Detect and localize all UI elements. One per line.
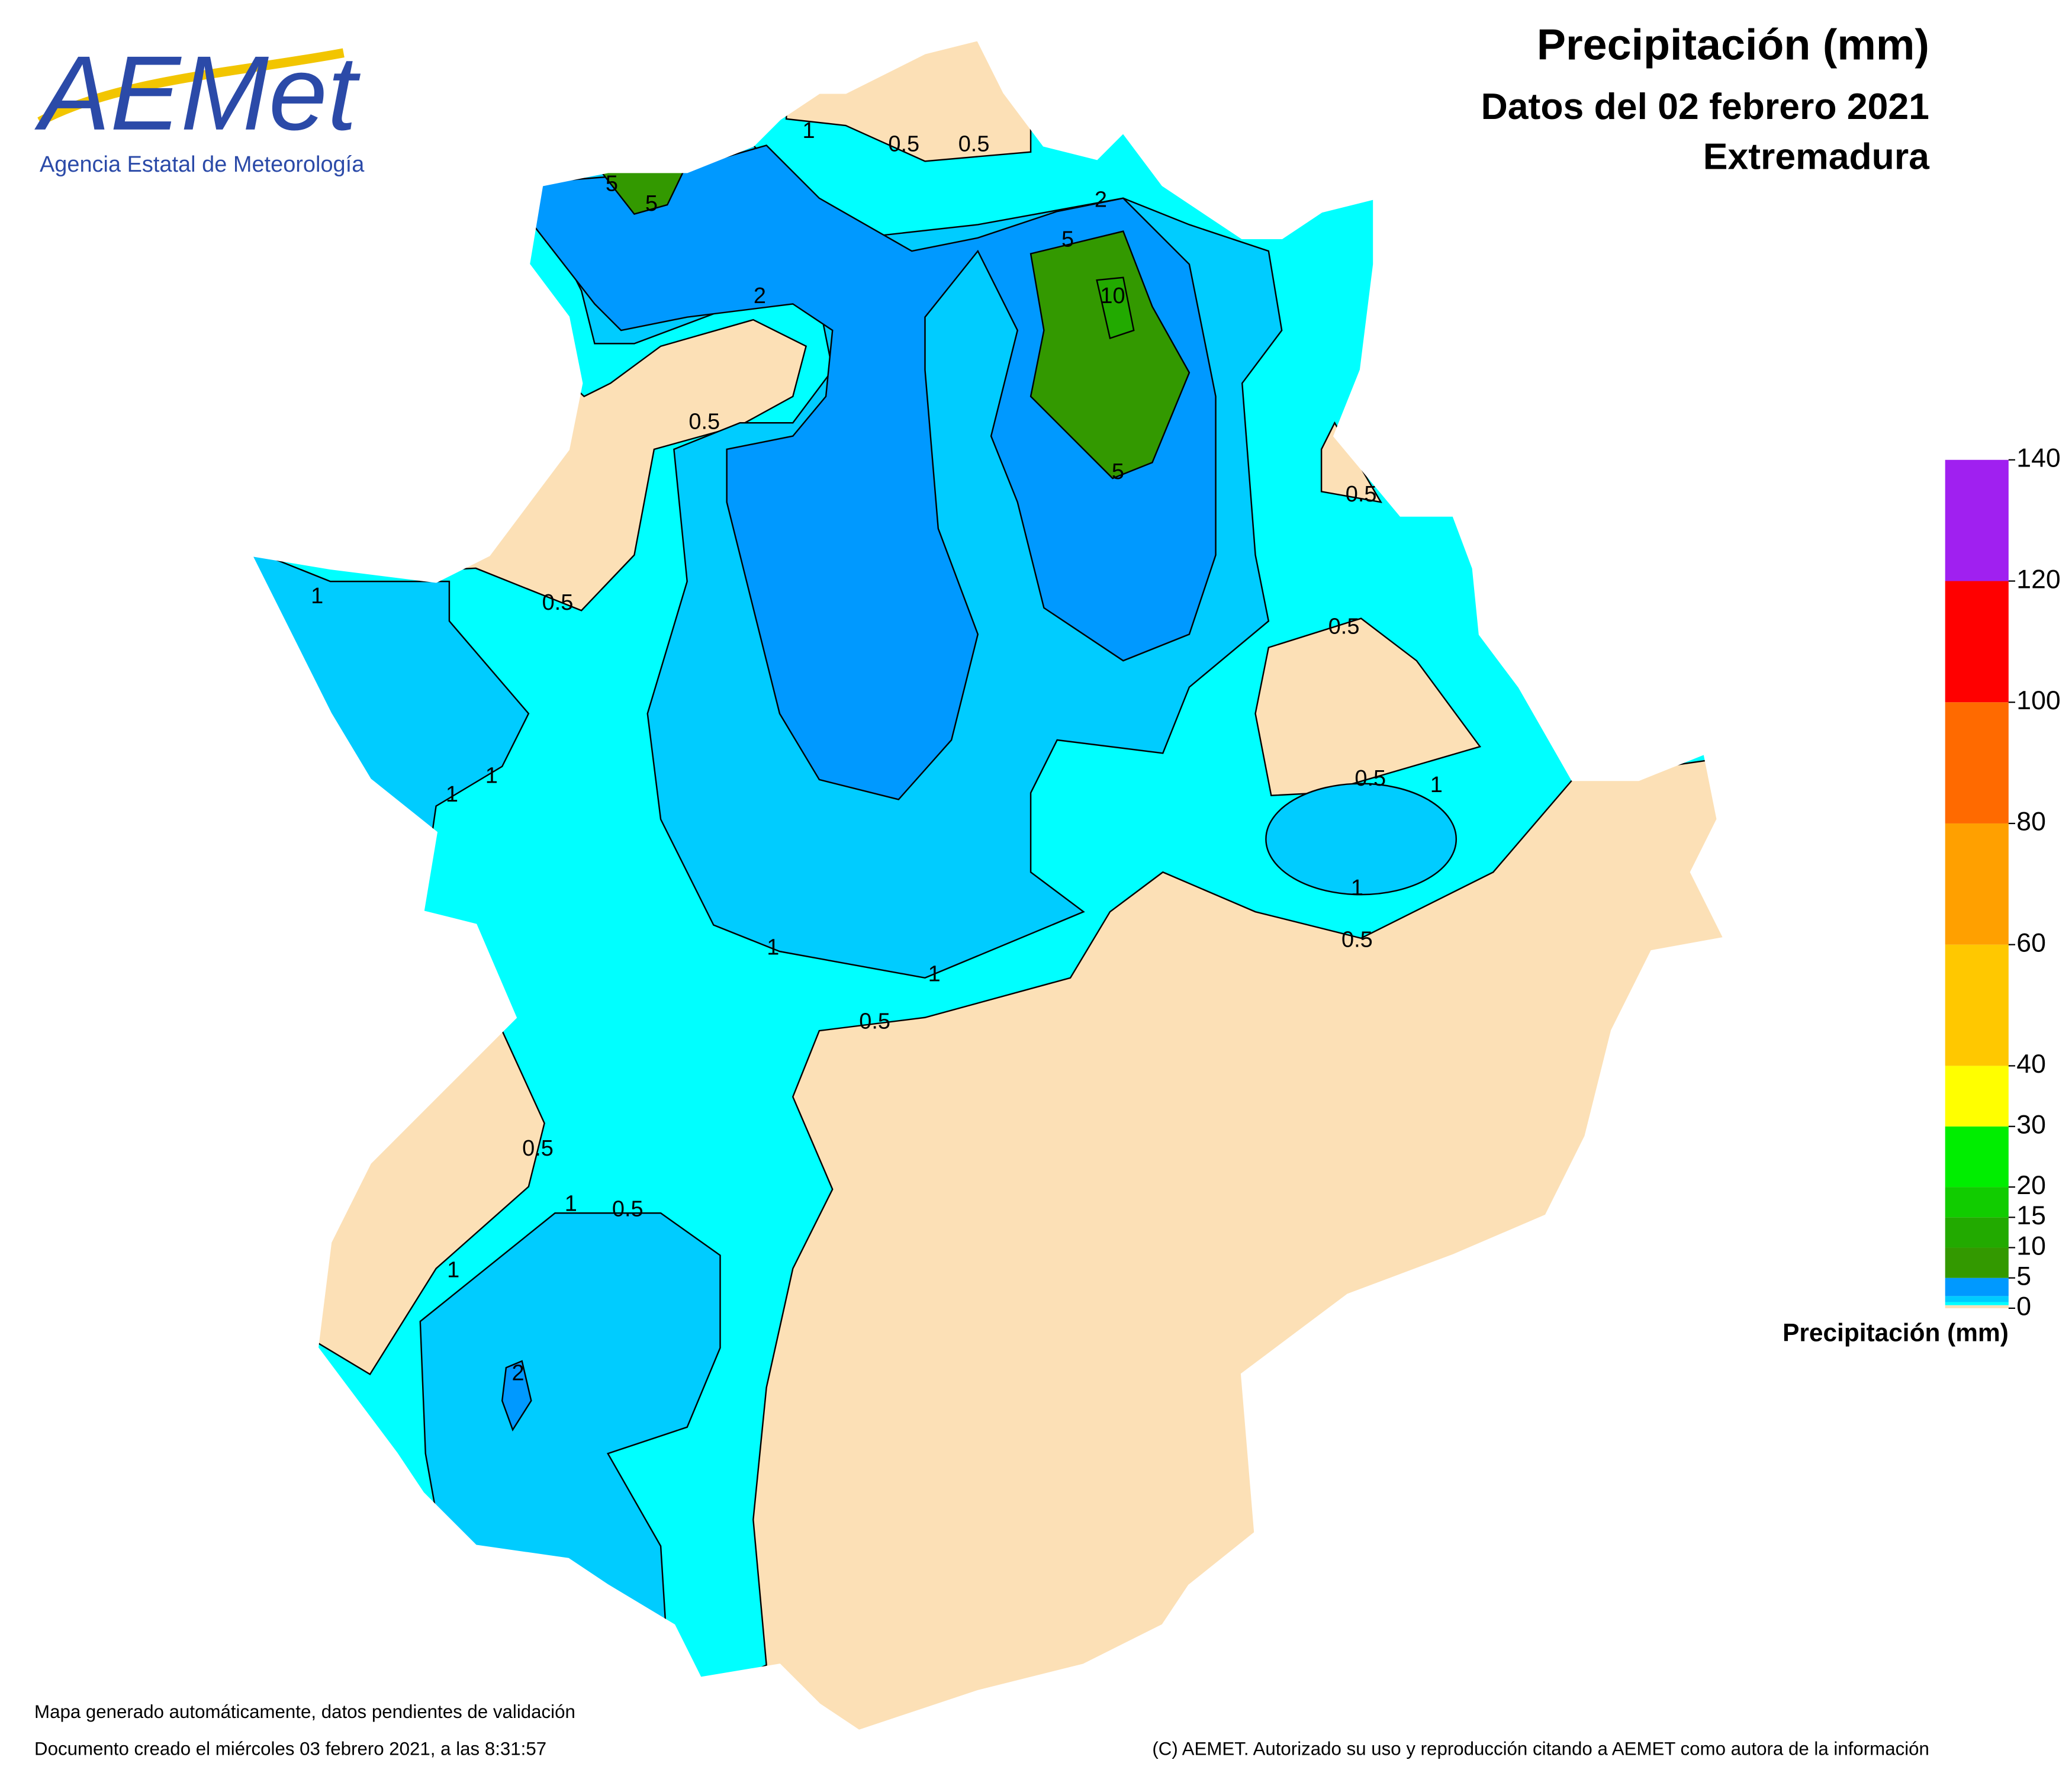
legend-tick-label: 20 — [2016, 1171, 2046, 1200]
legend-swatch — [1945, 944, 2009, 1066]
contour-label: 5 — [1112, 459, 1124, 484]
contour-label: 1 — [928, 961, 941, 986]
legend-swatch — [1945, 1296, 2009, 1302]
footer-created: Documento creado el miércoles 03 febrero… — [34, 1738, 546, 1759]
legend-swatch — [1945, 1187, 2009, 1218]
legend-tick-label: 80 — [2016, 807, 2046, 836]
zone-10 — [1096, 276, 1135, 340]
legend-label: Precipitación (mm) — [1783, 1319, 2009, 1347]
title: Precipitación (mm) — [1537, 20, 1929, 69]
legend-swatch — [1945, 1305, 2009, 1308]
contour-label: 2 — [511, 1360, 524, 1385]
logo-swoosh — [37, 48, 345, 126]
region-name: Extremadura — [1703, 136, 1930, 178]
legend-tick-label: 5 — [2016, 1262, 2031, 1291]
legend-tick-label: 60 — [2016, 928, 2046, 957]
legend-tick-label: 30 — [2016, 1111, 2046, 1140]
legend-tick-label: 10 — [2016, 1231, 2046, 1260]
legend-swatch — [1945, 823, 2009, 945]
legend-swatch — [1945, 581, 2009, 703]
contour-label: 1 — [1430, 773, 1443, 797]
contour-label: 1 — [803, 118, 815, 143]
legend-swatch — [1945, 459, 2009, 581]
footer-note: Mapa generado automáticamente, datos pen… — [34, 1701, 575, 1722]
legend-tick-label: 100 — [2016, 686, 2060, 715]
contour-label: 0.5 — [888, 132, 919, 157]
contour-label: 2 — [754, 284, 766, 308]
logo-agency: Agencia Estatal de Meteorología — [40, 152, 365, 177]
contour-label: 1 — [767, 935, 779, 960]
zone-2 — [501, 1360, 532, 1431]
legend-tick-label: 40 — [2016, 1050, 2046, 1079]
legend-swatch — [1945, 1247, 2009, 1278]
contour-label: 0.5 — [1354, 766, 1386, 791]
region-border — [249, 38, 1727, 1733]
footer-copyright: (C) AEMET. Autorizado su uso y reproducc… — [1152, 1738, 1929, 1759]
legend-swatch — [1945, 702, 2009, 823]
legend-swatch — [1945, 1217, 2009, 1248]
legend-swatch — [1945, 1126, 2009, 1188]
contour-label: 0.5 — [859, 1009, 890, 1034]
contour-label: 2 — [1095, 187, 1107, 212]
zone-0 — [1254, 617, 1482, 797]
contour-label: 0.5 — [958, 132, 990, 157]
zone-1 — [1265, 783, 1458, 896]
contour-label: 10 — [1100, 284, 1125, 308]
zone-5 — [1029, 230, 1191, 480]
contour-label: 1 — [1351, 876, 1363, 900]
contour-label: 0.5 — [542, 590, 574, 615]
legend-swatch — [1945, 1302, 2009, 1305]
contour-label: 1 — [311, 584, 323, 609]
contour-label: 0.5 — [688, 409, 720, 434]
contour-label: 0.5 — [1341, 927, 1373, 952]
contour-label: 1 — [447, 1257, 459, 1282]
contour-label: 5 — [645, 191, 658, 216]
contour-label: 5 — [1061, 227, 1074, 252]
subtitle: Datos del 02 febrero 2021 — [1481, 86, 1929, 127]
legend-tick-label: 0 — [2016, 1292, 2031, 1321]
zone-2 — [500, 144, 1217, 800]
contour-label: 0.5 — [522, 1136, 554, 1161]
logo-name: AEMet — [34, 34, 361, 152]
contour-label: 0.5 — [1328, 614, 1360, 639]
logo: AEMet Agencia Estatal de Meteorología — [31, 10, 365, 185]
contour-label: 0.5 — [612, 1197, 644, 1222]
contour-label: 0.5 — [1346, 482, 1377, 507]
legend-tick-label: 15 — [2016, 1201, 2046, 1230]
zone-0 — [1320, 421, 1382, 503]
legend-swatch — [1945, 1066, 2009, 1127]
legend-tick-label: 140 — [2016, 444, 2060, 473]
legend-swatch — [1945, 1278, 2009, 1296]
contour-label: 5 — [606, 172, 618, 197]
contour-label: 1 — [485, 764, 498, 789]
legend-tick-label: 120 — [2016, 565, 2060, 594]
contour-label: 1 — [565, 1192, 577, 1217]
contour-label: 1 — [446, 782, 458, 807]
